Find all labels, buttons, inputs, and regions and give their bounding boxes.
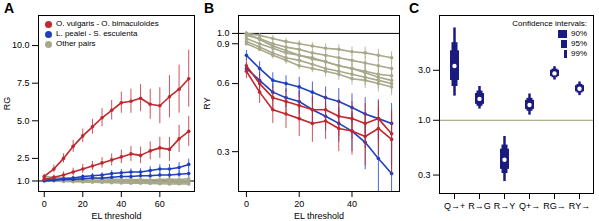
svg-text:0.9: 0.9 xyxy=(217,39,230,49)
svg-text:R→Y: R→Y xyxy=(494,201,516,211)
html-text:Confidence intervals:: Confidence intervals: xyxy=(512,19,587,28)
svg-text:0.3: 0.3 xyxy=(217,147,230,157)
html-text:L. pealei - S. esculenta: L. pealei - S. esculenta xyxy=(56,29,138,38)
html-text:Other pairs: Other pairs xyxy=(56,39,96,48)
svg-text:7.5: 7.5 xyxy=(17,78,30,88)
html-text:C: C xyxy=(409,0,420,16)
svg-text:60: 60 xyxy=(155,199,165,209)
svg-text:0.6: 0.6 xyxy=(217,78,230,88)
html-text:A: A xyxy=(4,0,15,16)
svg-text:40: 40 xyxy=(347,199,357,209)
svg-text:0.3: 0.3 xyxy=(418,170,431,180)
svg-text:0: 0 xyxy=(244,199,249,209)
svg-text:3.0: 3.0 xyxy=(418,65,431,75)
svg-text:0: 0 xyxy=(42,199,47,209)
svg-text:R→G: R→G xyxy=(468,201,491,211)
svg-text:40: 40 xyxy=(116,199,126,209)
svg-text:Q+→: Q+→ xyxy=(519,201,540,211)
html-text:B: B xyxy=(204,0,215,16)
svg-text:20: 20 xyxy=(78,199,88,209)
svg-text:1.0: 1.0 xyxy=(17,176,30,186)
svg-text:5.0: 5.0 xyxy=(17,116,30,126)
svg-text:Q→+: Q→+ xyxy=(444,201,465,211)
svg-text:RY→: RY→ xyxy=(569,201,590,211)
svg-text:2.5: 2.5 xyxy=(17,153,30,163)
html-text:95%: 95% xyxy=(571,39,587,48)
svg-text:20: 20 xyxy=(294,199,304,209)
svg-text:EL threshold: EL threshold xyxy=(294,211,344,221)
svg-text:1.0: 1.0 xyxy=(418,115,431,125)
html-text:O. vulgaris - O. bimaculoides: O. vulgaris - O. bimaculoides xyxy=(56,19,159,28)
svg-text:10.0: 10.0 xyxy=(12,40,30,50)
svg-text:1.0: 1.0 xyxy=(217,28,230,38)
html-text:99%: 99% xyxy=(571,49,587,58)
svg-text:EL threshold: EL threshold xyxy=(91,211,141,221)
svg-text:RG: RG xyxy=(2,97,12,111)
svg-text:RG→: RG→ xyxy=(543,201,566,211)
svg-text:RY: RY xyxy=(202,97,212,109)
html-text:90%: 90% xyxy=(571,29,587,38)
